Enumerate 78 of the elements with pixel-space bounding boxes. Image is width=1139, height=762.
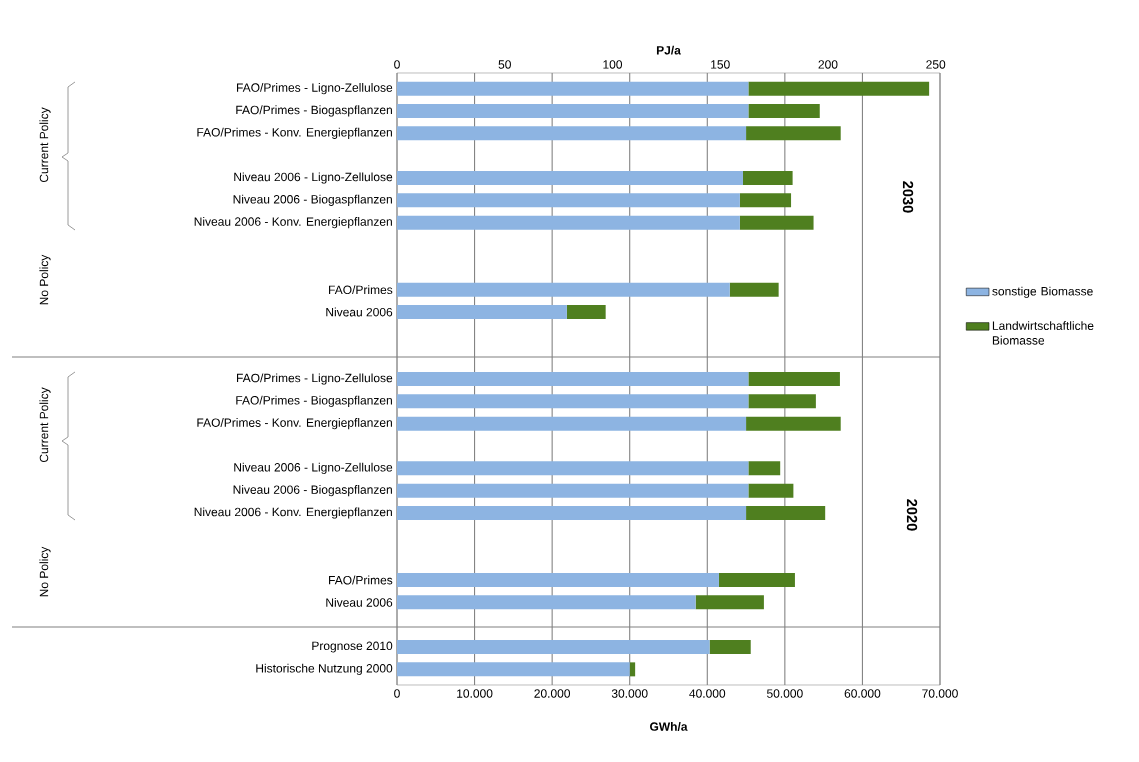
bar xyxy=(397,304,567,319)
bar xyxy=(397,662,630,677)
bar xyxy=(397,193,740,208)
x2-tick-label: 100 xyxy=(603,60,623,69)
bar xyxy=(748,371,840,386)
bar xyxy=(748,81,930,96)
bar xyxy=(397,483,749,498)
text: No Policy xyxy=(39,546,51,597)
bar xyxy=(748,461,781,476)
y-tick-label: FAO/Primes - Ligno-Zellulose xyxy=(237,83,393,95)
y-tick-label: Niveau 2006 - Biogaspflanzen xyxy=(233,485,392,497)
bar xyxy=(742,170,793,185)
text: No Policy xyxy=(39,254,51,305)
bar xyxy=(695,595,764,610)
y-tick-label: Niveau 2006 - Biogaspflanzen xyxy=(233,194,392,206)
x2-tick-label: 0 xyxy=(394,60,400,69)
annotation: 2020 xyxy=(906,499,918,531)
x2-tick-label: 50 xyxy=(498,60,511,69)
bar xyxy=(397,595,696,610)
bar xyxy=(397,215,740,230)
bar xyxy=(748,103,820,118)
bar xyxy=(397,282,730,297)
y-tick-label: Niveau 2006 - Ligno-Zellulose xyxy=(234,462,393,474)
bar xyxy=(397,103,749,118)
y-tick-label: Historische Nutzung 2000 xyxy=(256,663,393,675)
text: Current Policy xyxy=(39,107,51,183)
bar xyxy=(739,215,814,230)
bar xyxy=(709,640,751,655)
bar xyxy=(629,662,636,677)
bar xyxy=(748,394,816,409)
y-tick-label: FAO/Primes - Konv. Energiepflanzen xyxy=(197,418,392,430)
y-tick-label: Prognose 2010 xyxy=(312,641,393,653)
y-tick-label: FAO/Primes - Biogaspflanzen xyxy=(236,395,392,407)
bar xyxy=(397,126,747,141)
x2-tick-label: 150 xyxy=(711,60,730,69)
y-tick-label: FAO/Primes xyxy=(329,575,393,585)
bar xyxy=(748,483,794,498)
bar xyxy=(729,282,779,297)
bar xyxy=(397,640,710,655)
y-tick-label: Niveau 2006 xyxy=(326,307,393,317)
legend-label: sonstige Biomasse xyxy=(992,286,1093,298)
bar xyxy=(397,506,747,521)
y-tick-label: FAO/Primes - Konv. Energiepflanzen xyxy=(197,127,392,139)
x-tick-label: 0 xyxy=(394,689,400,698)
bar xyxy=(746,416,841,431)
y-tick-label: FAO/Primes - Biogaspflanzen xyxy=(236,105,392,117)
y-tick-label: FAO/Primes xyxy=(329,285,393,295)
x-tick-label: 40.000 xyxy=(689,689,726,698)
bar xyxy=(746,126,841,141)
x-tick-label: 30.000 xyxy=(611,689,648,698)
bar xyxy=(397,416,747,431)
y-tick-label: Niveau 2006 - Ligno-Zellulose xyxy=(234,172,393,184)
legend-label: Landwirtschaftliche Biomasse xyxy=(992,321,1094,345)
bar xyxy=(746,506,826,521)
text: Current Policy xyxy=(39,387,51,463)
x-tick-label: 60.000 xyxy=(844,689,881,698)
annotation: 2030 xyxy=(902,181,914,213)
y-tick-label: Niveau 2006 - Konv. Energiepflanzen xyxy=(194,217,392,229)
bar xyxy=(397,170,743,185)
x-axis-title: GWh/a xyxy=(650,722,688,731)
y-tick-label: FAO/Primes - Ligno-Zellulose xyxy=(237,373,393,385)
x2-axis-title: PJ/a xyxy=(656,45,681,55)
bar xyxy=(397,573,719,588)
y-tick-label: Niveau 2006 - Konv. Energiepflanzen xyxy=(194,507,392,519)
bar xyxy=(397,461,749,476)
bar xyxy=(397,394,749,409)
x2-tick-label: 250 xyxy=(926,60,946,69)
bar xyxy=(739,193,792,208)
x-tick-label: 50.000 xyxy=(766,689,803,698)
bar xyxy=(718,573,795,588)
bar xyxy=(566,304,606,319)
x-tick-label: 70.000 xyxy=(922,689,958,698)
bar xyxy=(397,81,749,96)
x-tick-label: 20.000 xyxy=(534,689,571,698)
x-tick-label: 10.000 xyxy=(457,689,493,698)
x2-tick-label: 200 xyxy=(818,60,838,69)
bar xyxy=(397,371,749,386)
y-tick-label: Niveau 2006 xyxy=(326,597,393,607)
